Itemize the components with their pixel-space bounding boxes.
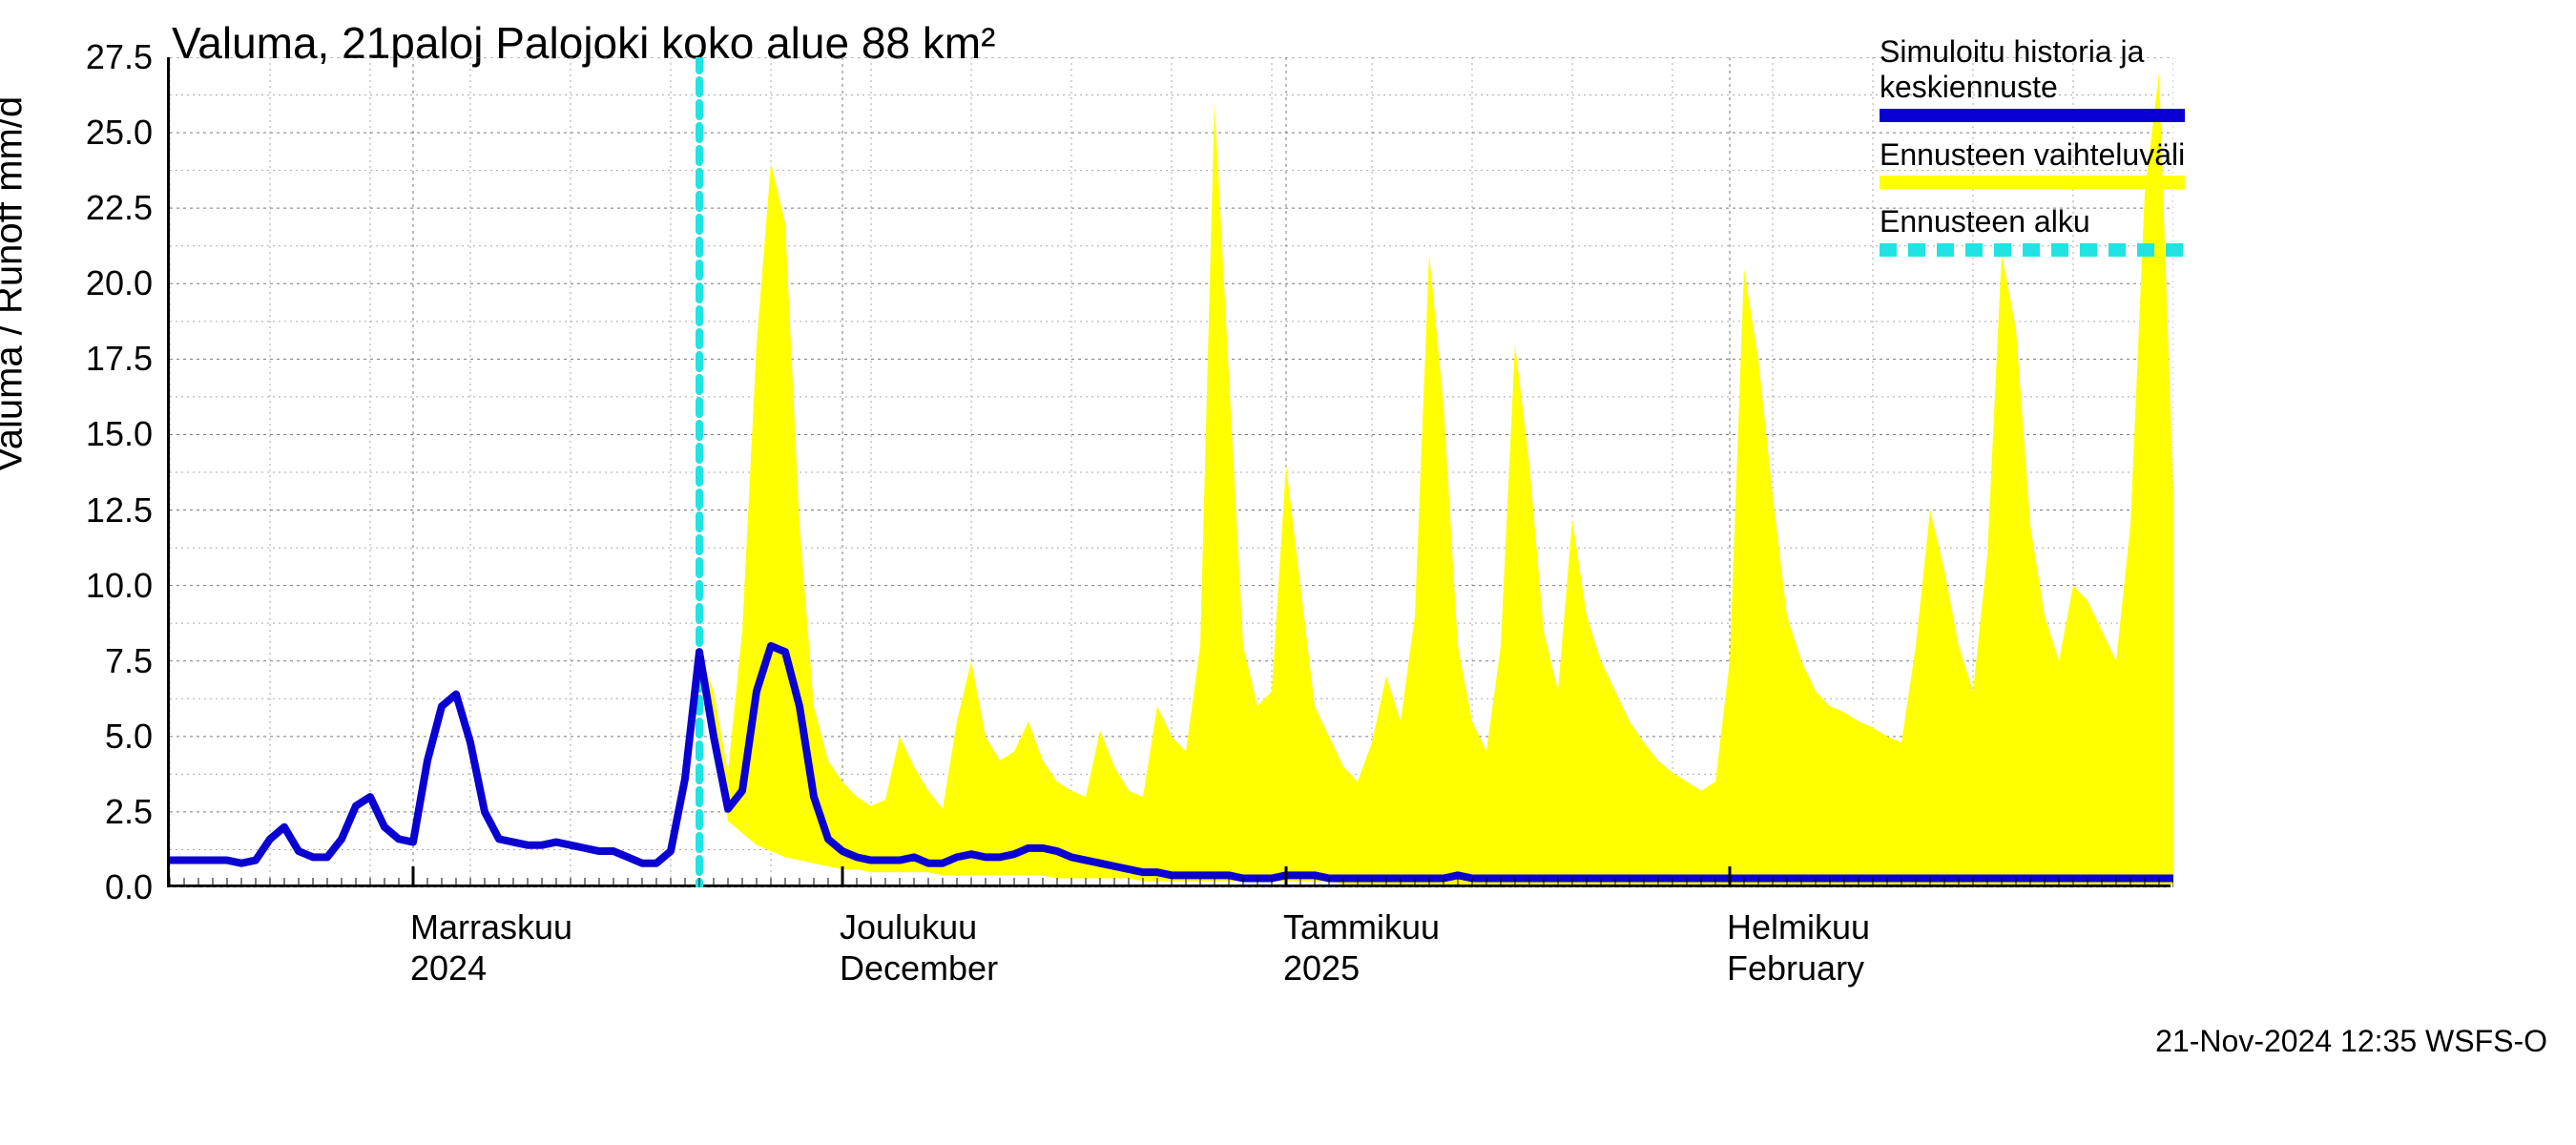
xtick-label: Helmikuu February bbox=[1727, 906, 1870, 989]
ytick-label: 27.5 bbox=[10, 37, 153, 77]
plot-svg bbox=[170, 57, 2173, 887]
ytick-label: 10.0 bbox=[10, 566, 153, 606]
history-line bbox=[170, 652, 699, 863]
xtick-label: Joulukuu December bbox=[840, 906, 998, 989]
ytick-label: 5.0 bbox=[10, 717, 153, 757]
footer-timestamp: 21-Nov-2024 12:35 WSFS-O bbox=[2155, 1024, 2547, 1059]
ytick-label: 17.5 bbox=[10, 339, 153, 379]
ytick-label: 15.0 bbox=[10, 414, 153, 454]
ytick-label: 12.5 bbox=[10, 490, 153, 531]
legend-swatch bbox=[1880, 109, 2185, 122]
ytick-label: 22.5 bbox=[10, 188, 153, 228]
ytick-label: 20.0 bbox=[10, 263, 153, 303]
legend: Simuloitu historia ja keskiennuste Ennust… bbox=[1880, 34, 2547, 272]
chart-container: Valuma, 21paloj Palojoki koko alue 88 km… bbox=[0, 0, 2576, 1145]
ytick-label: 25.0 bbox=[10, 113, 153, 153]
legend-swatch bbox=[1880, 243, 2185, 257]
ytick-label: 2.5 bbox=[10, 792, 153, 832]
xtick-label: Tammikuu 2025 bbox=[1283, 906, 1440, 989]
legend-label: Ennusteen vaihteluväli bbox=[1880, 137, 2547, 173]
ytick-label: 7.5 bbox=[10, 641, 153, 681]
xtick-label: Marraskuu 2024 bbox=[410, 906, 572, 989]
legend-label: Simuloitu historia ja keskiennuste bbox=[1880, 34, 2547, 105]
ytick-label: 0.0 bbox=[10, 867, 153, 907]
legend-swatch bbox=[1880, 176, 2185, 189]
xticks-minor bbox=[170, 878, 2173, 887]
legend-label: Ennusteen alku bbox=[1880, 204, 2547, 239]
plot-area bbox=[167, 57, 2171, 887]
